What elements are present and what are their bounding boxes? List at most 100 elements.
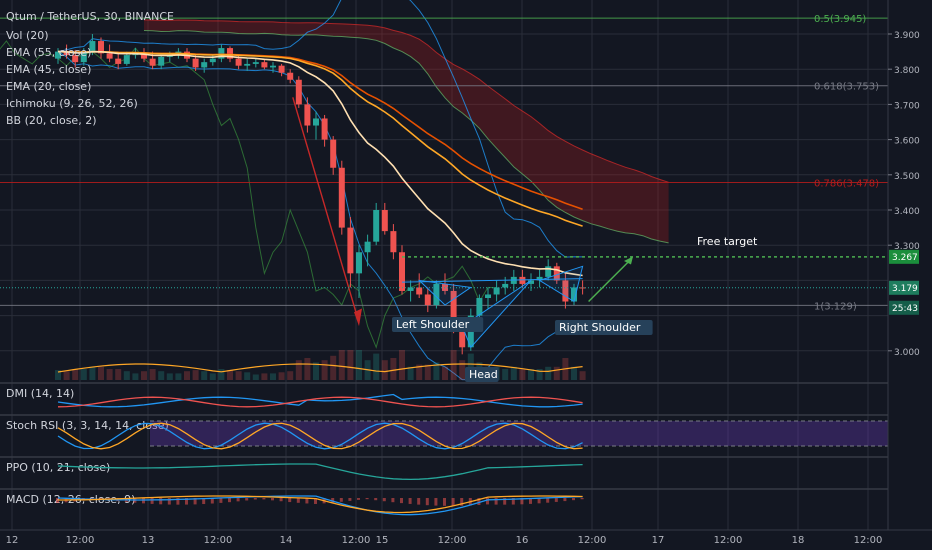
- macd-histogram-bar: [365, 498, 369, 500]
- candle[interactable]: [80, 48, 87, 66]
- candle-body: [553, 266, 560, 281]
- candle[interactable]: [381, 202, 388, 235]
- candle-body: [218, 48, 225, 59]
- candle-body: [141, 53, 147, 59]
- countdown-badge-bg: [889, 300, 919, 315]
- right-shoulder-label: Right Shoulder: [559, 321, 641, 334]
- candle[interactable]: [330, 136, 337, 175]
- study-label: Vol (20): [6, 29, 49, 42]
- candle-body: [502, 283, 509, 288]
- candle[interactable]: [485, 287, 491, 309]
- candle-body: [330, 139, 337, 168]
- candle-body: [536, 276, 543, 281]
- price-tick-label: 3.700: [894, 101, 920, 111]
- candle[interactable]: [106, 44, 113, 63]
- candle[interactable]: [158, 55, 165, 70]
- candle[interactable]: [287, 69, 294, 84]
- candle[interactable]: [313, 111, 319, 140]
- macd-histogram-bar: [537, 498, 541, 504]
- legend: Qtum / TetherUS, 30, BINANCE Vol (20) EMA …: [6, 10, 174, 127]
- candles[interactable]: [55, 34, 586, 355]
- candle[interactable]: [407, 280, 414, 302]
- candle[interactable]: [433, 280, 440, 309]
- candle[interactable]: [545, 259, 552, 281]
- macd-histogram-bar: [451, 498, 455, 506]
- candle-body: [89, 41, 96, 52]
- candle[interactable]: [201, 58, 208, 73]
- study-label: EMA (45, close): [6, 63, 91, 76]
- fib-label: 0.5(3.945): [814, 14, 866, 25]
- downtrend-arrow-head: [354, 308, 362, 327]
- time-tick-label: 12:00: [66, 535, 95, 546]
- candle[interactable]: [98, 37, 104, 59]
- candle[interactable]: [55, 48, 61, 64]
- candle-body: [321, 118, 328, 140]
- macd-histogram-bar: [185, 498, 188, 505]
- macd-histogram-bar: [271, 498, 274, 501]
- volume-bar: [149, 369, 156, 380]
- candle[interactable]: [390, 224, 397, 260]
- time-tick-label: 12:00: [578, 535, 607, 546]
- candle[interactable]: [244, 58, 251, 71]
- candle-body: [287, 72, 294, 80]
- macd-histogram-bar: [494, 498, 498, 505]
- candle[interactable]: [115, 51, 122, 70]
- macd-histogram-bar: [142, 498, 145, 504]
- ema-20-line: [57, 50, 583, 277]
- bb-upper: [57, 0, 583, 258]
- volume-bar: [166, 373, 173, 380]
- candle[interactable]: [493, 280, 500, 302]
- volume-bar: [115, 369, 122, 380]
- candle[interactable]: [356, 245, 362, 298]
- price-tick-label: 3.000: [894, 348, 920, 358]
- candle[interactable]: [295, 76, 302, 108]
- candle[interactable]: [373, 202, 380, 246]
- candle[interactable]: [347, 217, 354, 288]
- candle[interactable]: [270, 62, 276, 73]
- macd-histogram-bar: [486, 498, 489, 505]
- candle[interactable]: [416, 273, 423, 298]
- candle-body: [158, 56, 165, 66]
- last-price-badge: 3.179: [892, 284, 918, 294]
- volume-bar: [261, 373, 268, 380]
- head-shoulders-pattern[interactable]: Free target Left Shoulder Head Right Should…: [0, 97, 888, 382]
- macd-histogram-bar: [391, 498, 395, 503]
- volume-bar: [89, 366, 96, 380]
- volume-bar: [545, 366, 552, 380]
- candle-body: [244, 63, 251, 66]
- candle[interactable]: [519, 269, 526, 288]
- volume-bar: [201, 371, 208, 380]
- volume-bar: [321, 360, 328, 380]
- candle[interactable]: [141, 48, 147, 63]
- candle[interactable]: [252, 58, 259, 68]
- volume-bars: [55, 350, 586, 380]
- volume-bar: [287, 371, 294, 380]
- macd-histogram-bar: [460, 498, 464, 506]
- candle[interactable]: [218, 44, 225, 63]
- candle[interactable]: [502, 276, 509, 295]
- candle-body: [209, 58, 216, 63]
- ichimoku-span-b: [143, 19, 669, 183]
- volume-bar: [502, 369, 509, 380]
- candle[interactable]: [192, 55, 199, 71]
- candle[interactable]: [536, 269, 543, 288]
- candle[interactable]: [278, 63, 285, 77]
- macd-histogram-bar: [159, 498, 163, 505]
- target-price-badge: 3.267: [892, 253, 918, 263]
- candle[interactable]: [399, 245, 405, 295]
- candle[interactable]: [338, 160, 345, 235]
- candle[interactable]: [424, 287, 431, 313]
- candle[interactable]: [364, 234, 371, 267]
- macd-histogram-bar: [339, 498, 343, 502]
- candle[interactable]: [261, 58, 268, 70]
- macd-histogram-bar: [374, 498, 378, 501]
- candle-body: [270, 65, 276, 68]
- candle[interactable]: [553, 262, 560, 284]
- macd-histogram-bar: [288, 498, 292, 503]
- candle-body: [63, 51, 70, 56]
- pane-line-b: [58, 495, 583, 514]
- pane-line-a: [57, 463, 583, 481]
- candle[interactable]: [304, 97, 311, 133]
- candle[interactable]: [321, 114, 328, 147]
